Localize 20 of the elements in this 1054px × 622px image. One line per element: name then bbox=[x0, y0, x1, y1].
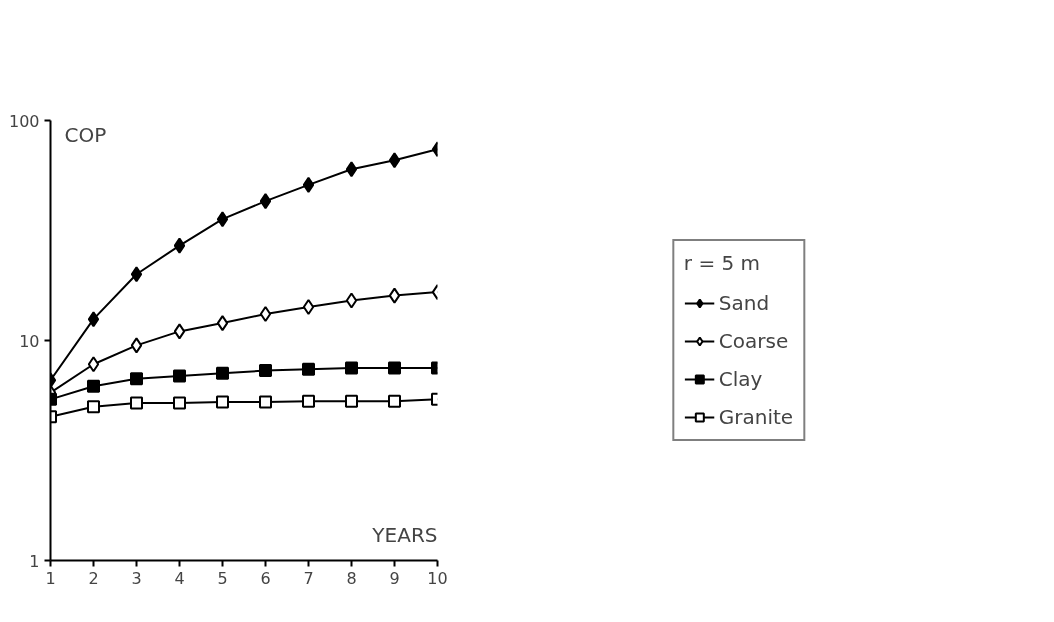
x-tick-label: 10 bbox=[427, 568, 448, 588]
x-tick-label: 6 bbox=[260, 568, 271, 588]
x-tick-label: 2 bbox=[88, 568, 99, 588]
legend-label: Granite bbox=[718, 405, 794, 429]
x-tick-label: 1 bbox=[45, 568, 56, 588]
legend-label: Clay bbox=[718, 367, 763, 391]
x-tick-label: 3 bbox=[131, 568, 142, 588]
legend-label: Coarse bbox=[718, 329, 789, 353]
y-tick-label: 1 bbox=[29, 551, 40, 571]
x-tick-label: 5 bbox=[217, 568, 228, 588]
legend-label: Sand bbox=[718, 291, 770, 315]
text: r = 5 m bbox=[683, 251, 762, 275]
y-tick-label: 10 bbox=[19, 331, 40, 351]
x-tick-label: 8 bbox=[346, 568, 357, 588]
x-tick-label: 9 bbox=[389, 568, 400, 588]
x-tick-label: 7 bbox=[303, 568, 314, 588]
x-axis-title: YEARS bbox=[371, 522, 438, 547]
y-tick-label: 100 bbox=[8, 111, 40, 131]
y-axis-title: COP bbox=[64, 122, 107, 147]
x-tick-label: 4 bbox=[174, 568, 185, 588]
